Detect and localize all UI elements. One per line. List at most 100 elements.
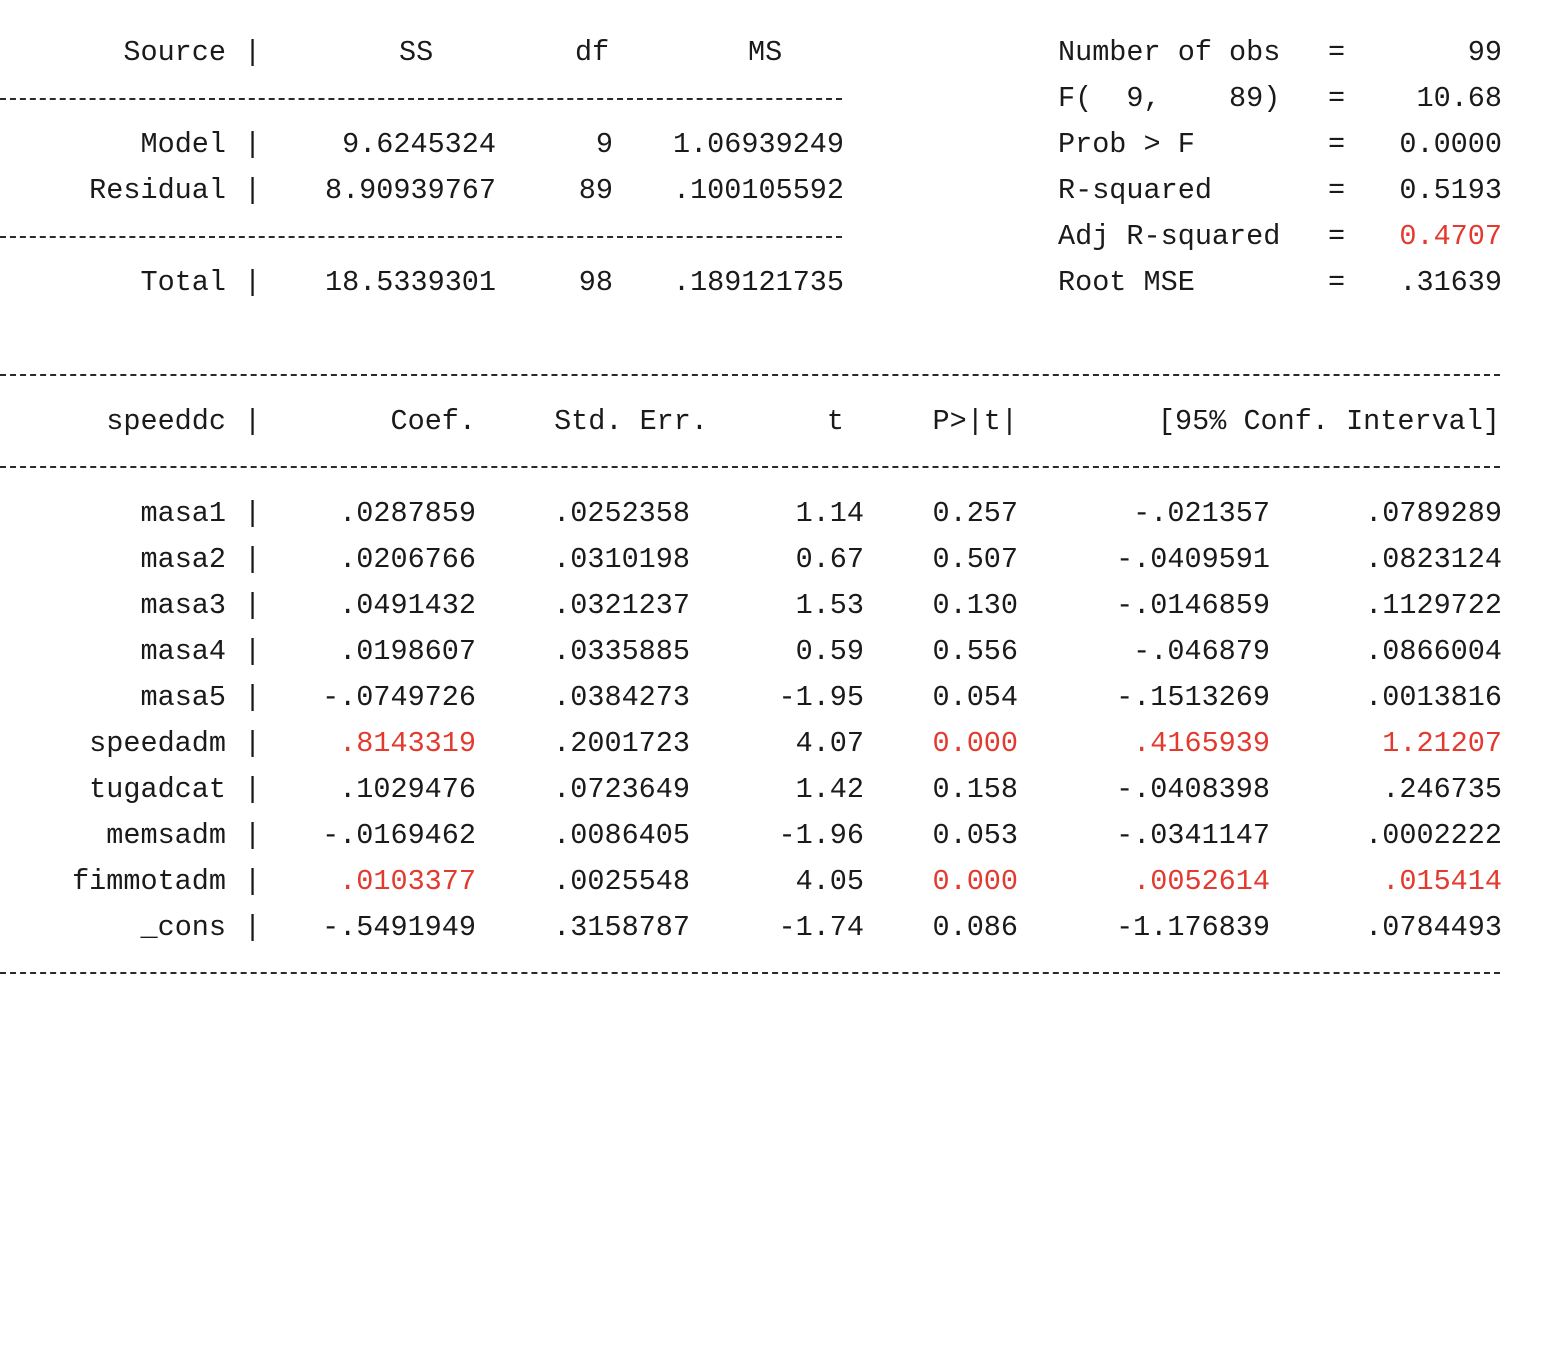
- coef-divider-top: [0, 374, 1500, 376]
- coef-t-stat: -1.74: [778, 911, 864, 944]
- coef-std-err: .0723649: [553, 773, 690, 806]
- anova-header-df: df: [575, 36, 610, 69]
- coef-std-err: .2001723: [553, 727, 690, 760]
- coef-ci-upper: .0784493: [1365, 911, 1502, 944]
- column-separator: |: [244, 405, 262, 438]
- coef-var-name: masa3: [140, 589, 226, 622]
- coef-value: .0198607: [339, 635, 476, 668]
- stat-equals: =: [1328, 174, 1346, 207]
- coef-t-stat: 1.14: [795, 497, 864, 530]
- coef-divider-mid: [0, 466, 1500, 468]
- coef-std-err: .0384273: [553, 681, 690, 714]
- coef-std-err: .0086405: [553, 819, 690, 852]
- coef-ci-lower: -.1513269: [1116, 681, 1270, 714]
- column-separator: |: [244, 128, 262, 161]
- stat-equals: =: [1328, 82, 1346, 115]
- coef-var-name: tugadcat: [89, 773, 226, 806]
- anova-ms-value: 1.06939249: [672, 128, 844, 161]
- anova-ss-value: 8.90939767: [324, 174, 496, 207]
- coef-header-p: P>|t|: [932, 405, 1018, 438]
- column-separator: |: [244, 773, 262, 806]
- anova-source-label: Residual: [89, 174, 226, 207]
- coef-var-name: masa4: [140, 635, 226, 668]
- stat-value: .31639: [1399, 266, 1502, 299]
- coef-ci-upper: .0002222: [1365, 819, 1502, 852]
- anova-divider-bottom: [0, 236, 842, 238]
- column-separator: |: [244, 635, 262, 668]
- coef-value: .0206766: [339, 543, 476, 576]
- column-separator: |: [244, 865, 262, 898]
- coef-divider-bottom: [0, 972, 1500, 974]
- coef-std-err: .0252358: [553, 497, 690, 530]
- coef-ci-lower: -.046879: [1133, 635, 1270, 668]
- coef-value: .1029476: [339, 773, 476, 806]
- stat-equals: =: [1328, 128, 1346, 161]
- coef-t-stat: 0.67: [795, 543, 864, 576]
- coef-var-name: memsadm: [106, 819, 226, 852]
- stat-value: 99: [1467, 36, 1502, 69]
- coef-p-value: 0.054: [932, 681, 1018, 714]
- anova-source-label: Total: [140, 266, 226, 299]
- anova-header-ss: SS: [399, 36, 434, 69]
- anova-df-value: 9: [595, 128, 613, 161]
- coef-t-stat: 4.07: [795, 727, 864, 760]
- coef-ci-lower: .0052614: [1133, 865, 1270, 898]
- coef-ci-lower: -.0341147: [1116, 819, 1270, 852]
- coef-var-name: fimmotadm: [72, 865, 226, 898]
- coef-t-stat: 4.05: [795, 865, 864, 898]
- coef-t-stat: -1.95: [778, 681, 864, 714]
- stat-equals: =: [1328, 266, 1346, 299]
- stat-label: F( 9, 89): [1058, 82, 1281, 115]
- coef-std-err: .0321237: [553, 589, 690, 622]
- coef-value: .0287859: [339, 497, 476, 530]
- coef-ci-upper: .0866004: [1365, 635, 1502, 668]
- coef-header-ci: [95% Conf. Interval]: [1157, 405, 1500, 438]
- stat-value: 0.5193: [1399, 174, 1502, 207]
- column-separator: |: [244, 497, 262, 530]
- column-separator: |: [244, 681, 262, 714]
- stat-label: Root MSE: [1058, 266, 1195, 299]
- coef-ci-upper: .015414: [1382, 865, 1502, 898]
- coef-p-value: 0.556: [932, 635, 1018, 668]
- coef-p-value: 0.000: [932, 865, 1018, 898]
- coef-value: -.5491949: [322, 911, 476, 944]
- stat-value: 0.4707: [1399, 220, 1502, 253]
- coef-p-value: 0.053: [932, 819, 1018, 852]
- coef-std-err: .3158787: [553, 911, 690, 944]
- stat-label: Prob > F: [1058, 128, 1195, 161]
- coef-ci-upper: .1129722: [1365, 589, 1502, 622]
- coef-ci-lower: -.0408398: [1116, 773, 1270, 806]
- coef-ci-upper: 1.21207: [1382, 727, 1502, 760]
- coef-header-se: Std. Err.: [554, 405, 708, 438]
- stat-label: Number of obs: [1058, 36, 1281, 69]
- stat-value: 10.68: [1416, 82, 1502, 115]
- anova-df-value: 89: [578, 174, 613, 207]
- column-separator: |: [244, 819, 262, 852]
- coef-std-err: .0025548: [553, 865, 690, 898]
- coef-var-name: masa1: [140, 497, 226, 530]
- coef-p-value: 0.000: [932, 727, 1018, 760]
- column-separator: |: [244, 911, 262, 944]
- coef-value: .8143319: [339, 727, 476, 760]
- anova-header-source: Source: [123, 36, 226, 69]
- coef-ci-lower: -.0146859: [1116, 589, 1270, 622]
- stat-label: Adj R-squared: [1058, 220, 1281, 253]
- stat-value: 0.0000: [1399, 128, 1502, 161]
- stat-label: R-squared: [1058, 174, 1212, 207]
- anova-header-ms: MS: [748, 36, 783, 69]
- coef-std-err: .0335885: [553, 635, 690, 668]
- coef-value: .0491432: [339, 589, 476, 622]
- column-separator: |: [244, 589, 262, 622]
- anova-ms-value: .100105592: [672, 174, 844, 207]
- coef-p-value: 0.257: [932, 497, 1018, 530]
- coef-ci-lower: -.0409591: [1116, 543, 1270, 576]
- anova-ss-value: 9.6245324: [342, 128, 496, 161]
- coef-ci-upper: .0013816: [1365, 681, 1502, 714]
- stat-equals: =: [1328, 36, 1346, 69]
- coef-value: -.0749726: [322, 681, 476, 714]
- coef-ci-upper: .0823124: [1365, 543, 1502, 576]
- column-separator: |: [244, 36, 262, 69]
- coef-header-t: t: [826, 405, 844, 438]
- coef-header-coef: Coef.: [390, 405, 476, 438]
- column-separator: |: [244, 266, 262, 299]
